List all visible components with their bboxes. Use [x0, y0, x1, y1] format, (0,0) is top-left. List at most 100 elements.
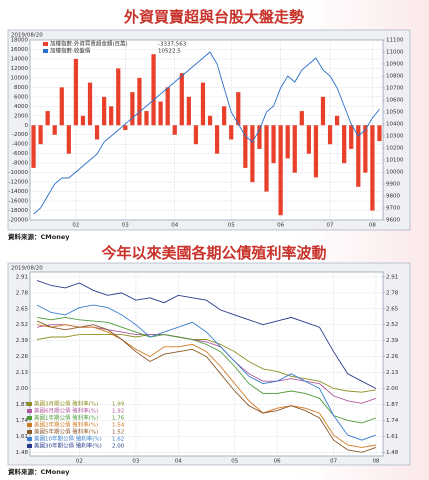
chart-title: 今年以來美國各期公債殖利率波動: [100, 244, 326, 262]
bar: [116, 68, 121, 126]
bar: [264, 125, 269, 192]
y-tick-label: 2000: [14, 113, 28, 119]
legend-swatch: [27, 444, 32, 448]
bar: [278, 125, 283, 216]
bar: [151, 54, 156, 126]
bar: [327, 125, 333, 145]
x-tick-label: 03: [122, 223, 129, 229]
legend-label: 美國6月期公債 殖利率(%): [34, 407, 98, 415]
y2-tick-label: 9900: [386, 182, 400, 188]
legend-swatch: [27, 437, 32, 441]
legend-label: 美國10年期公債 殖利率(%): [34, 435, 102, 443]
y-tick-label: -20000: [9, 218, 29, 224]
y2-tick-label: 2.52: [386, 322, 398, 328]
y2-tick-label: 10700: [386, 86, 404, 92]
y-tick-label: 2.13: [16, 370, 29, 376]
plot-area: [29, 39, 384, 221]
legend-swatch: [27, 402, 32, 406]
y2-tick-label: 10300: [386, 134, 404, 140]
y-tick-label: 2.65: [16, 306, 29, 312]
y-tick-label: 14000: [11, 56, 29, 62]
x-tick-label: 06: [274, 459, 281, 465]
y2-tick-label: 10800: [386, 74, 404, 80]
y-tick-label: 10000: [11, 75, 29, 81]
source-label: 資料來源：CMoney: [8, 467, 70, 476]
bar: [349, 125, 354, 149]
y-tick-label: 12000: [11, 66, 29, 72]
line: [37, 334, 376, 393]
bar: [285, 125, 290, 159]
legend-value: 1.62: [112, 437, 124, 443]
bar: [320, 96, 326, 126]
legend-swatch: [43, 42, 48, 46]
bar: [130, 92, 135, 126]
bar: [363, 125, 368, 173]
y-tick-label: 18000: [11, 38, 29, 44]
x-tick-label: 04: [171, 223, 178, 229]
bar: [342, 125, 347, 164]
bar: [250, 125, 255, 183]
y2-tick-label: 10900: [386, 62, 404, 68]
y2-tick-label: 10200: [386, 146, 404, 152]
legend-label: 美國30年期公債 殖利率(%): [34, 442, 102, 450]
legend-label: 美國3月期公債 殖利率(%): [34, 400, 98, 408]
bar: [229, 125, 234, 140]
bar: [102, 96, 107, 126]
y2-tick-label: 9800: [386, 194, 400, 200]
y-tick-label: 0: [25, 123, 29, 129]
x-tick-label: 08: [372, 459, 379, 465]
y2-tick-label: 10500: [386, 110, 404, 116]
y-tick-label: 4000: [14, 104, 28, 110]
legend-swatch: [43, 49, 48, 53]
legend-label: 美國5年期公債 殖利率(%): [34, 428, 98, 436]
x-tick-label: 05: [228, 223, 235, 229]
y-tick-label: -14000: [9, 189, 29, 195]
y2-tick-label: 2.00: [386, 386, 399, 392]
bar: [236, 92, 241, 126]
y-tick-label: -8000: [12, 161, 28, 167]
x-tick-label: 05: [231, 459, 238, 465]
y2-tick-label: 2.26: [386, 354, 399, 360]
bar: [179, 73, 184, 126]
line: [37, 316, 377, 424]
bar: [299, 111, 304, 126]
y2-tick-label: 9700: [386, 206, 400, 212]
y-tick-label: 2.26: [16, 354, 29, 360]
bar: [356, 125, 361, 187]
bar: [207, 115, 213, 126]
bar: [370, 125, 375, 211]
y2-tick-label: 11000: [386, 50, 404, 56]
bar: [109, 106, 114, 126]
y-tick-label: -16000: [9, 199, 29, 205]
legend-swatch: [27, 430, 32, 434]
y-tick-label: -6000: [12, 151, 28, 157]
legend-value: 1.92: [112, 409, 124, 415]
y2-tick-label: 11100: [386, 38, 404, 44]
y-tick-label: -12000: [9, 180, 29, 186]
legend-label: 美國2年期公債 殖利率(%): [34, 421, 98, 429]
bar: [200, 82, 206, 126]
bar: [73, 58, 79, 126]
bar: [186, 96, 191, 126]
date-label: 2019/08/20: [11, 33, 43, 39]
y-tick-label: -4000: [12, 142, 28, 148]
y2-tick-label: 10600: [386, 98, 404, 104]
x-tick-label: 08: [369, 223, 376, 229]
x-tick-label: 02: [76, 459, 83, 465]
source-label: 資料來源：CMoney: [8, 232, 70, 241]
bar: [172, 125, 177, 135]
bar: [222, 106, 227, 126]
bar: [144, 111, 149, 126]
y2-tick-label: 2.91: [386, 274, 398, 280]
legend-value: 1.99: [112, 402, 125, 408]
line: [36, 320, 377, 453]
bar: [313, 125, 319, 178]
bar: [31, 125, 36, 168]
x-tick-label: 03: [132, 459, 139, 465]
bar: [243, 125, 248, 168]
y-tick-label: 16000: [11, 47, 29, 53]
legend-swatch: [27, 423, 32, 427]
legend-label: 加權指數:收盤價: [50, 47, 91, 55]
bar: [257, 125, 262, 149]
